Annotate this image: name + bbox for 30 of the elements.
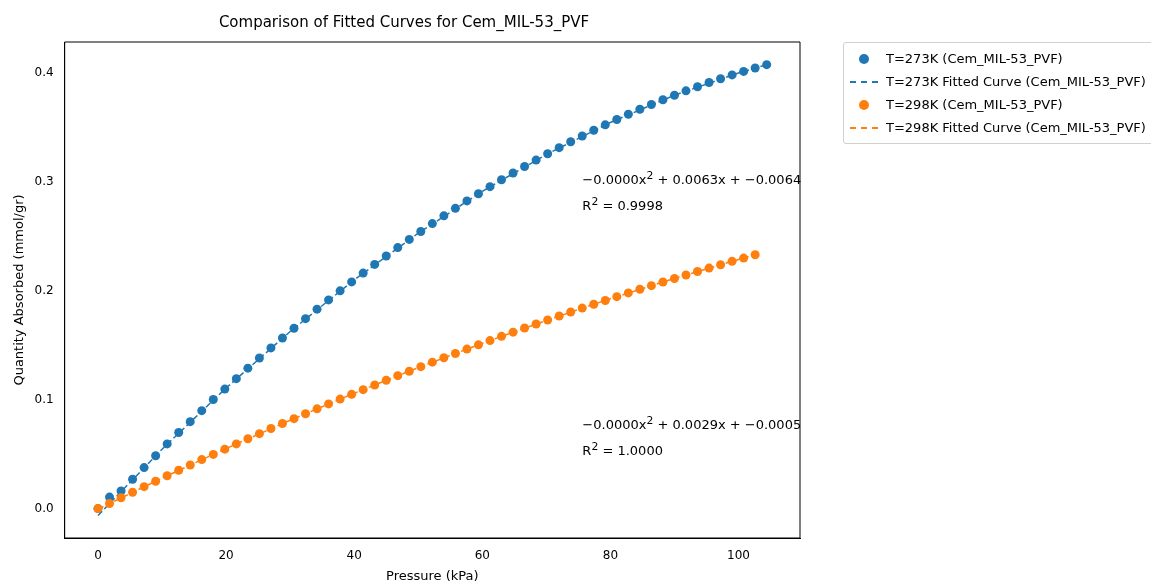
x-tick-label: 60	[474, 548, 490, 563]
x-tick-label: 40	[346, 548, 362, 563]
point	[750, 250, 760, 260]
legend-label: T=273K Fitted Curve (Cem_MIL-53_PVF)	[886, 74, 1146, 89]
y-tick-label: 0.2	[34, 282, 54, 297]
chart-title: Comparison of Fitted Curves for Cem_MIL-53_PVF	[218, 12, 590, 32]
annotation: R$^{2}$ = 0.9998	[582, 195, 663, 214]
legend-label: T=298K Fitted Curve (Cem_MIL-53_PVF)	[886, 120, 1146, 135]
y-tick-label: 0.4	[34, 64, 54, 79]
point	[105, 498, 115, 508]
x-tick-label: 0	[94, 548, 102, 563]
point	[473, 189, 483, 199]
x-tick-label: 20	[218, 548, 234, 563]
legend-label: T=298K (Cem_MIL-53_PVF)	[886, 97, 1063, 112]
point	[646, 99, 656, 109]
annotation: −0.0000x$^{2}$ + 0.0029x + −0.0005	[582, 413, 802, 433]
point	[301, 314, 311, 324]
annotation: R$^{2}$ = 1.0000	[582, 440, 663, 459]
y-axis-title: Quantity Absorbed (mmol/gr)	[11, 194, 27, 386]
annotation: −0.0000x$^{2}$ + 0.0063x + −0.0064	[582, 168, 802, 188]
x-tick-label: 100	[727, 548, 750, 563]
x-tick-label: 80	[602, 548, 619, 563]
x-axis-title: Pressure (kPa)	[386, 567, 479, 583]
legend-label: T=273K (Cem_MIL-53_PVF)	[886, 51, 1063, 66]
point	[762, 60, 772, 70]
point	[600, 295, 610, 305]
point	[646, 281, 656, 291]
y-tick-label: 0.0	[34, 500, 54, 515]
y-tick-label: 0.1	[34, 391, 54, 406]
y-tick-label: 0.3	[34, 173, 54, 188]
